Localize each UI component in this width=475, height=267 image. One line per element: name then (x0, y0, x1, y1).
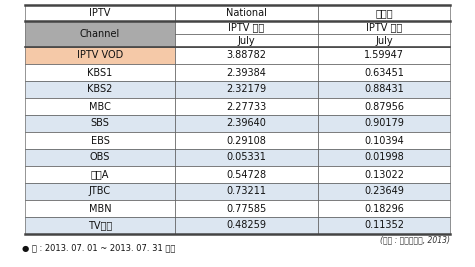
Text: 2.39640: 2.39640 (227, 119, 266, 128)
Text: IPTV: IPTV (89, 8, 111, 18)
Text: 0.29108: 0.29108 (227, 135, 266, 146)
Text: (자료 : 닐슨코리아, 2013): (자료 : 닐슨코리아, 2013) (380, 235, 450, 244)
Bar (175, 5, 318, 21)
Text: JTBC: JTBC (89, 187, 111, 197)
Text: 3.88782: 3.88782 (227, 50, 266, 61)
Bar (318, 5, 450, 21)
Text: 0.87956: 0.87956 (364, 101, 404, 112)
Bar (175, 21, 318, 34)
Bar (175, 34, 318, 47)
Bar (25, 217, 175, 234)
Text: 0.18296: 0.18296 (364, 203, 404, 214)
Bar (318, 200, 450, 217)
Bar (318, 149, 450, 166)
Bar (25, 21, 175, 47)
Text: 재널A: 재널A (91, 170, 109, 179)
Text: ● 주 : 2013. 07. 01 ~ 2013. 07. 31 기준: ● 주 : 2013. 07. 01 ~ 2013. 07. 31 기준 (22, 243, 175, 252)
Text: 0.90179: 0.90179 (364, 119, 404, 128)
Text: 0.01998: 0.01998 (364, 152, 404, 163)
Text: KBS1: KBS1 (87, 68, 113, 77)
Bar (25, 98, 175, 115)
Text: 0.13022: 0.13022 (364, 170, 404, 179)
Bar (318, 217, 450, 234)
Bar (25, 183, 175, 200)
Text: MBC: MBC (89, 101, 111, 112)
Text: IPTV 개인: IPTV 개인 (366, 22, 402, 33)
Text: KBS2: KBS2 (87, 84, 113, 95)
Bar (25, 200, 175, 217)
Bar (318, 115, 450, 132)
Text: 0.54728: 0.54728 (227, 170, 266, 179)
Bar (318, 166, 450, 183)
Bar (175, 166, 318, 183)
Bar (25, 81, 175, 98)
Text: Channel: Channel (80, 29, 120, 39)
Bar (175, 98, 318, 115)
Text: 0.77585: 0.77585 (227, 203, 266, 214)
Bar (318, 34, 450, 47)
Bar (25, 47, 175, 64)
Text: 0.73211: 0.73211 (227, 187, 266, 197)
Text: July: July (238, 36, 256, 45)
Text: 0.11352: 0.11352 (364, 221, 404, 230)
Bar (318, 64, 450, 81)
Text: July: July (375, 36, 393, 45)
Bar (175, 115, 318, 132)
Bar (175, 217, 318, 234)
Bar (175, 183, 318, 200)
Text: TV조선: TV조선 (88, 221, 112, 230)
Bar (175, 64, 318, 81)
Text: 2.39384: 2.39384 (227, 68, 266, 77)
Text: 2.32179: 2.32179 (227, 84, 266, 95)
Bar (25, 132, 175, 149)
Bar (175, 132, 318, 149)
Bar (318, 81, 450, 98)
Bar (175, 149, 318, 166)
Text: IPTV 가구: IPTV 가구 (228, 22, 265, 33)
Text: 0.88431: 0.88431 (364, 84, 404, 95)
Text: 1.59947: 1.59947 (364, 50, 404, 61)
Bar (318, 21, 450, 34)
Text: SBS: SBS (91, 119, 109, 128)
Text: 0.05331: 0.05331 (227, 152, 266, 163)
Text: OBS: OBS (90, 152, 110, 163)
Text: EBS: EBS (91, 135, 109, 146)
Text: 2.27733: 2.27733 (227, 101, 266, 112)
Text: 0.48259: 0.48259 (227, 221, 266, 230)
Text: 시청률: 시청률 (375, 8, 393, 18)
Text: National: National (226, 8, 267, 18)
Bar (318, 132, 450, 149)
Bar (25, 5, 175, 21)
Bar (318, 98, 450, 115)
Bar (318, 47, 450, 64)
Bar (25, 115, 175, 132)
Bar (175, 200, 318, 217)
Bar (175, 47, 318, 64)
Bar (25, 166, 175, 183)
Text: IPTV VOD: IPTV VOD (77, 50, 123, 61)
Bar (25, 149, 175, 166)
Bar (318, 183, 450, 200)
Text: MBN: MBN (89, 203, 111, 214)
Text: 0.10394: 0.10394 (364, 135, 404, 146)
Bar (175, 81, 318, 98)
Text: 0.23649: 0.23649 (364, 187, 404, 197)
Bar (25, 64, 175, 81)
Text: 0.63451: 0.63451 (364, 68, 404, 77)
